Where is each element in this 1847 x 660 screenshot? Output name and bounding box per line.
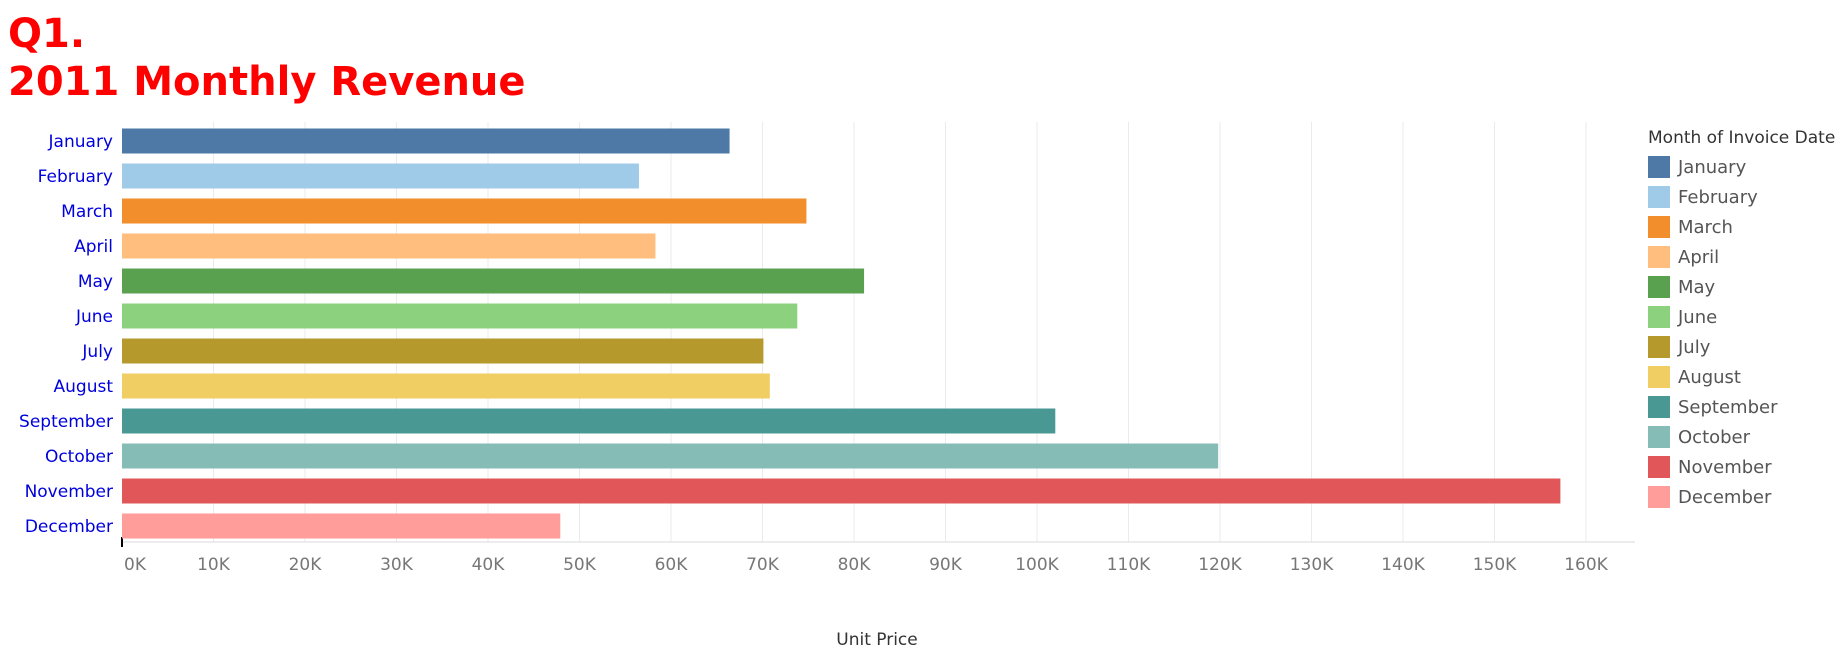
x-tick-label: 40K [472, 555, 506, 575]
legend-item-june[interactable]: June [1648, 302, 1835, 332]
legend-swatch [1648, 306, 1670, 328]
x-tick-label: 100K [1015, 555, 1059, 575]
x-tick-label: 50K [563, 555, 597, 575]
x-tick-label: 150K [1473, 555, 1517, 575]
legend-label: July [1678, 336, 1711, 358]
bar-april [122, 233, 656, 259]
legend-item-august[interactable]: August [1648, 362, 1835, 392]
legend-item-may[interactable]: May [1648, 272, 1835, 302]
legend-label: October [1678, 426, 1751, 448]
legend-item-february[interactable]: February [1648, 182, 1835, 212]
bar-chart: January February March April May June July Augu… [19, 122, 1635, 650]
legend-item-july[interactable]: July [1648, 332, 1835, 362]
legend-item-november[interactable]: November [1648, 452, 1835, 482]
legend-swatch [1648, 156, 1670, 178]
category-label-april: April [74, 237, 113, 257]
legend-label: May [1678, 276, 1716, 298]
legend-item-january[interactable]: January [1648, 152, 1835, 182]
x-tick-label: 130K [1290, 555, 1334, 575]
chart-title: Q1. 2011 Monthly Revenue [8, 10, 526, 106]
x-tick-label: 160K [1564, 555, 1608, 575]
x-tick-label: 30K [380, 555, 414, 575]
legend-label: March [1678, 216, 1733, 238]
bar-august [122, 373, 770, 399]
category-label-december: December [25, 517, 113, 537]
legend-label: January [1678, 156, 1747, 178]
legend-swatch [1648, 396, 1670, 418]
legend-item-december[interactable]: December [1648, 482, 1835, 512]
category-label-august: August [54, 377, 114, 397]
legend-swatch [1648, 186, 1670, 208]
legend-swatch [1648, 246, 1670, 268]
x-tick-label: 70K [746, 555, 780, 575]
bar-october [122, 443, 1219, 469]
bar-june [122, 303, 798, 329]
x-tick-label: 60K [655, 555, 689, 575]
legend-swatch [1648, 366, 1670, 388]
category-label-may: May [78, 272, 113, 292]
category-label-october: October [45, 447, 113, 467]
x-tick-label: 0K [124, 555, 147, 575]
legend-item-october[interactable]: October [1648, 422, 1835, 452]
legend-label: November [1678, 456, 1772, 478]
legend-swatch [1648, 486, 1670, 508]
legend-label: September [1678, 396, 1778, 418]
bar-september [122, 408, 1056, 434]
chart-title-line-1: Q1. [8, 11, 86, 57]
legend-items: January February March April May June July Augu… [1648, 152, 1835, 512]
bar-july [122, 338, 764, 364]
x-tick-label: 80K [838, 555, 872, 575]
x-tick-label: 110K [1107, 555, 1151, 575]
bar-january [122, 128, 730, 154]
x-tick-label: 140K [1381, 555, 1425, 575]
legend-label: February [1678, 186, 1758, 208]
legend-swatch [1648, 336, 1670, 358]
x-tick-label: 10K [197, 555, 231, 575]
legend-item-march[interactable]: March [1648, 212, 1835, 242]
legend-swatch [1648, 276, 1670, 298]
legend-item-september[interactable]: September [1648, 392, 1835, 422]
bar-february [122, 163, 639, 189]
category-label-january: January [48, 132, 113, 152]
category-label-march: March [61, 202, 113, 222]
legend-label: June [1678, 306, 1718, 328]
legend-label: December [1678, 486, 1772, 508]
x-tick-label: 20K [289, 555, 323, 575]
x-tick-label: 120K [1198, 555, 1242, 575]
category-label-february: February [38, 167, 113, 187]
category-label-november: November [25, 482, 113, 502]
category-label-september: September [19, 412, 113, 432]
bar-december [122, 513, 561, 539]
legend-item-april[interactable]: April [1648, 242, 1835, 272]
bar-may [122, 268, 865, 294]
legend-swatch [1648, 456, 1670, 478]
legend-label: August [1678, 366, 1741, 388]
x-axis-title: Unit Price [836, 630, 917, 650]
legend: Month of Invoice Date January February Mar… [1648, 128, 1835, 512]
category-label-july: July [81, 342, 113, 362]
legend-swatch [1648, 216, 1670, 238]
chart-title-line-2: 2011 Monthly Revenue [8, 59, 526, 105]
bar-march [122, 198, 807, 224]
legend-label: April [1678, 246, 1720, 268]
x-tick-label: 90K [929, 555, 963, 575]
legend-title: Month of Invoice Date [1648, 128, 1836, 148]
legend-swatch [1648, 426, 1670, 448]
category-label-june: June [75, 307, 113, 327]
bar-november [122, 478, 1561, 504]
